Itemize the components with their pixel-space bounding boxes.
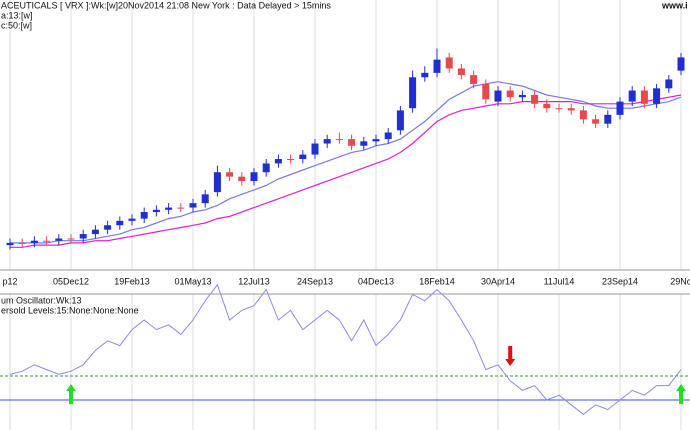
candle-body: [323, 139, 331, 144]
candle-body: [421, 72, 429, 78]
signal-arrow: [505, 346, 516, 366]
x-tick-label: p12: [2, 276, 17, 286]
candle-body: [128, 218, 136, 221]
candle-body: [396, 110, 404, 131]
moving-average-line: [10, 81, 682, 244]
candle-body: [30, 240, 38, 243]
chart-subtitle: 20Nov2014 21:08 New York : Data Delayed …: [118, 0, 331, 10]
candle-body: [335, 139, 343, 141]
candle-body: [555, 108, 563, 110]
candle-body: [116, 220, 124, 226]
candle-body: [311, 143, 319, 155]
watermark: www.i: [661, 0, 688, 10]
candle-body: [372, 139, 380, 142]
x-tick-label: 23Sep14: [602, 276, 638, 286]
candle-body: [91, 229, 99, 235]
panel-title: um Oscillator:Wk:13: [1, 295, 82, 305]
candle-body: [567, 108, 575, 111]
candle-body: [506, 90, 514, 98]
candle-body: [665, 79, 673, 89]
candle-body: [653, 88, 661, 104]
signal-arrow: [66, 384, 76, 404]
candle-body: [299, 154, 307, 159]
candle-body: [677, 57, 685, 71]
candle-body: [604, 114, 612, 124]
candle-body: [250, 172, 258, 182]
x-tick-label: 18Feb14: [419, 276, 455, 286]
candle-body: [238, 176, 246, 182]
candle-body: [226, 172, 234, 177]
candle-body: [592, 119, 600, 124]
candle-body: [445, 57, 453, 69]
candle-body: [79, 234, 87, 239]
candle-body: [177, 207, 185, 209]
candle-body: [482, 83, 490, 100]
candle-body: [6, 242, 14, 246]
candle-body: [433, 59, 441, 73]
signal-arrow: [676, 384, 686, 404]
candle-body: [18, 242, 26, 244]
candle-body: [360, 141, 368, 146]
candle-body: [543, 103, 551, 109]
candle-body: [470, 75, 478, 84]
x-tick-label: 19Feb13: [114, 276, 150, 286]
x-tick-label: 05Dec12: [53, 276, 89, 286]
candle-body: [67, 238, 75, 240]
candle-body: [43, 240, 51, 242]
candle-body: [640, 90, 648, 104]
candle-body: [140, 212, 148, 219]
candle-body: [628, 90, 636, 102]
candle-body: [616, 101, 624, 115]
x-tick-label: 29No: [670, 276, 690, 286]
moving-average-line: [10, 94, 682, 248]
candle-body: [274, 159, 282, 164]
candle-body: [201, 194, 209, 204]
candle-body: [189, 203, 197, 208]
candle-body: [104, 225, 112, 230]
candle-body: [384, 132, 392, 140]
candle-body: [579, 110, 587, 120]
candle-body: [518, 94, 526, 98]
x-tick-label: 24Sep13: [297, 276, 333, 286]
candle-body: [457, 68, 465, 76]
oscillator-line: [9, 283, 682, 416]
x-tick-label: 11Jul14: [544, 276, 575, 286]
candle-body: [348, 139, 356, 146]
x-tick-label: 04Dec13: [358, 276, 394, 286]
candle-body: [165, 207, 173, 210]
panel-subtitle: ersold Levels:15:None:None:None: [1, 305, 139, 315]
candle-body: [287, 159, 295, 160]
chart-title: ACEUTICALS [ VRX ]:Wk:[w]: [1, 0, 118, 10]
candle-body: [213, 172, 221, 193]
candle-body: [494, 90, 502, 102]
legend-entry: c:50:[w]: [1, 20, 32, 30]
candle-body: [409, 77, 417, 109]
candle-body: [531, 94, 539, 104]
candle-body: [262, 163, 270, 173]
x-tick-label: 30Apr14: [481, 276, 515, 286]
x-tick-label: 12Jul13: [238, 276, 270, 286]
candle-body: [152, 209, 160, 212]
x-tick-label: 01May13: [174, 276, 211, 286]
legend-entry: a:13:[w]: [1, 10, 33, 20]
candle-body: [55, 238, 63, 241]
